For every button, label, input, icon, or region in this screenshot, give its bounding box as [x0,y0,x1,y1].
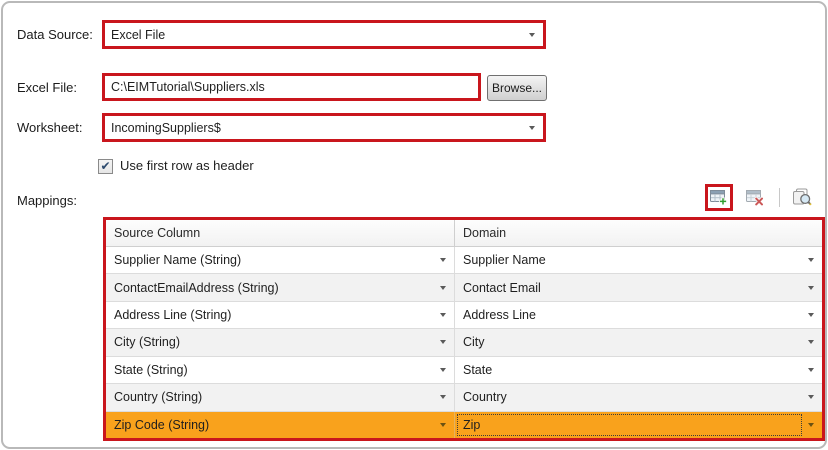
chevron-down-icon [808,285,814,290]
domain-cell[interactable]: State [455,357,822,383]
domain-cell[interactable]: Address Line [455,302,822,328]
chevron-down-icon [808,422,814,427]
chevron-down-icon [808,395,814,400]
chevron-down-icon [808,367,814,372]
domain-cell[interactable]: Zip [455,412,822,438]
table-remove-icon [746,190,764,206]
data-source-label: Data Source: [17,27,93,42]
mappings-label: Mappings: [17,193,77,208]
mappings-table-body: Supplier Name (String) Supplier Name Con… [106,247,822,438]
excel-file-input[interactable]: C:\EIMTutorial\Suppliers.xls [102,73,481,101]
use-first-row-label: Use first row as header [120,158,254,173]
mappings-table-header: Source Column Domain [106,220,822,247]
excel-file-path: C:\EIMTutorial\Suppliers.xls [111,80,265,94]
chevron-down-icon [440,367,446,372]
domain-column-header: Domain [463,226,507,240]
add-mapping-button[interactable] [705,184,733,211]
table-add-icon [710,189,728,205]
data-source-value: Excel File [111,27,166,42]
worksheet-value: IncomingSuppliers$ [111,120,221,135]
chevron-down-icon [440,258,446,263]
chevron-down-icon [440,285,446,290]
preview-magnifier-icon [793,188,812,206]
domain-cell[interactable]: Country [455,384,822,410]
source-column-cell[interactable]: City (String) [106,329,455,356]
mappings-table: Source Column Domain Supplier Name (Stri… [103,217,825,441]
worksheet-dropdown[interactable]: IncomingSuppliers$ [102,113,546,142]
source-column-cell[interactable]: Country (String) [106,384,455,411]
mapping-row: ContactEmailAddress (String) Contact Ema… [106,274,822,302]
preview-data-button[interactable] [791,187,813,207]
chevron-down-icon [808,340,814,345]
mapping-row: Address Line (String) Address Line [106,301,822,330]
chevron-down-icon [440,422,446,427]
worksheet-label: Worksheet: [17,120,83,135]
toolbar-separator [779,188,780,207]
domain-cell[interactable]: City [455,329,822,355]
source-column-cell[interactable]: Supplier Name (String) [106,247,455,274]
chevron-down-icon [440,313,446,318]
checkmark-icon: ✔ [100,158,111,173]
chevron-down-icon [529,125,535,130]
mapping-row: Country (String) Country [106,384,822,412]
domain-cell[interactable]: Contact Email [455,274,822,300]
chevron-down-icon [808,313,814,318]
chevron-down-icon [808,258,814,263]
mapping-row-selected: Zip Code (String) Zip [106,411,822,438]
source-column-cell[interactable]: Zip Code (String) [106,411,455,438]
browse-button[interactable]: Browse... [487,75,547,101]
source-column-cell[interactable]: ContactEmailAddress (String) [106,274,455,301]
source-column-cell[interactable]: Address Line (String) [106,301,455,329]
excel-file-label: Excel File: [17,80,77,95]
focus-rectangle [457,413,802,436]
chevron-down-icon [440,340,446,345]
data-source-dropdown[interactable]: Excel File [102,20,546,49]
chevron-down-icon [529,32,535,37]
mapping-row: City (String) City [106,329,822,357]
mapping-row: State (String) State [106,356,822,385]
use-first-row-checkbox[interactable]: ✔ [98,159,113,174]
source-column-header: Source Column [106,220,455,246]
chevron-down-icon [440,395,446,400]
mapping-row: Supplier Name (String) Supplier Name [106,247,822,275]
remove-mapping-button[interactable] [745,189,765,207]
source-column-cell[interactable]: State (String) [106,356,455,384]
domain-cell[interactable]: Supplier Name [455,247,822,273]
